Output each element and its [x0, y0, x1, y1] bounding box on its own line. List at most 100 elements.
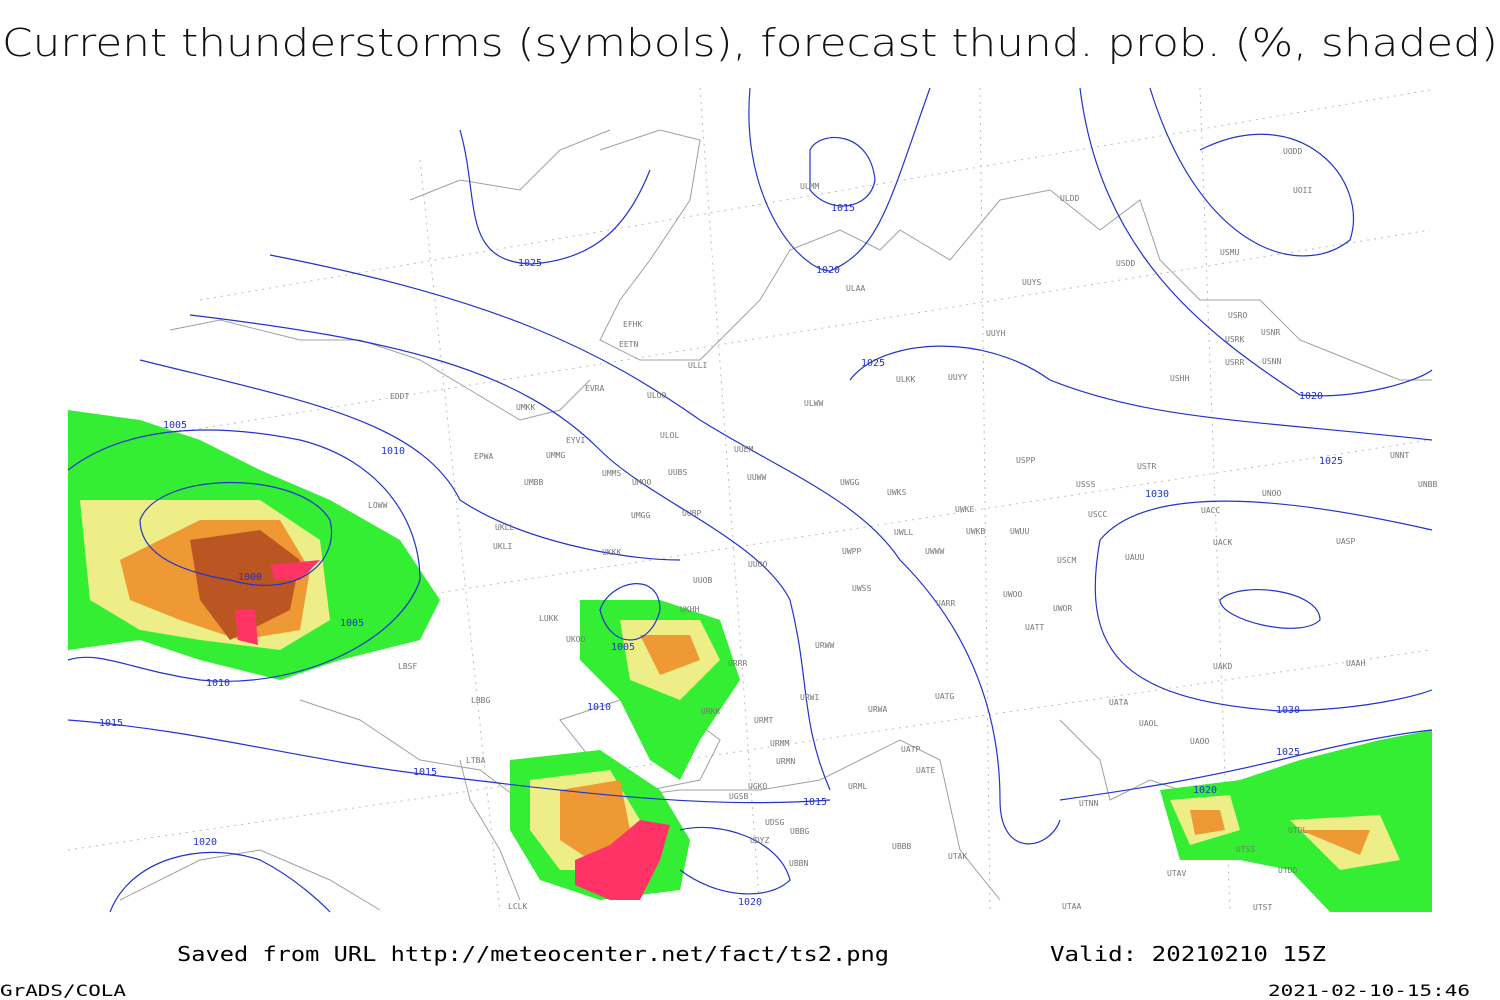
station-label: ULMM [800, 182, 819, 191]
station-label: USMU [1220, 248, 1239, 257]
station-label: URWW [815, 641, 834, 650]
station-label: UUOB [693, 576, 712, 585]
station-label: URKK [701, 707, 720, 716]
station-label: UMMG [546, 451, 565, 460]
station-label: UATG [935, 692, 954, 701]
station-label: UATT [1025, 623, 1044, 632]
isobar-label: 1015 [99, 718, 123, 729]
station-label: URWA [868, 705, 887, 714]
station-label: UASP [1336, 537, 1355, 546]
station-label: UWGG [840, 478, 859, 487]
station-label: UKLL [495, 523, 514, 532]
station-label: UAOL [1139, 719, 1158, 728]
isobar-label: 1020 [738, 897, 762, 908]
station-label: UKHH [680, 605, 699, 614]
isobar-label: 1020 [1299, 391, 1323, 402]
station-label: UATA [1109, 698, 1128, 707]
isobar-label: 1030 [1145, 489, 1169, 500]
software: GrADS/COLA [0, 981, 126, 1000]
station-label: USDD [1116, 259, 1135, 268]
timestamp: 2021-02-10-15:46 [1268, 981, 1470, 1000]
station-label: UMGG [631, 511, 650, 520]
isobar-label: 1015 [413, 767, 437, 778]
station-label: UBBG [790, 827, 809, 836]
station-label: UTAV [1167, 869, 1186, 878]
isobar-label: 1015 [803, 797, 827, 808]
station-label: UGKO [748, 782, 767, 791]
isobar-label: 1020 [816, 265, 840, 276]
station-label: UODD [1283, 147, 1302, 156]
station-label: USRO [1228, 311, 1247, 320]
station-label: URRR [728, 659, 747, 668]
station-label: UUYY [948, 373, 967, 382]
isobar-label: 1020 [1193, 785, 1217, 796]
station-label: UNBB [1418, 480, 1437, 489]
station-label: USRK [1225, 335, 1244, 344]
isobar-label: 1020 [193, 837, 217, 848]
station-label: LTBA [466, 756, 485, 765]
station-label: UTSS [1236, 845, 1255, 854]
station-label: LBBG [471, 696, 490, 705]
station-label: UUBP [682, 509, 701, 518]
station-label: UGSB [729, 792, 748, 801]
station-label: UATP [901, 745, 920, 754]
station-label: UWKB [966, 527, 985, 536]
station-label: EFHK [623, 320, 642, 329]
station-label: UMBB [524, 478, 543, 487]
station-label: UAAH [1346, 659, 1365, 668]
station-label: ULLI [688, 361, 707, 370]
station-label: UKLI [493, 542, 512, 551]
station-label: UWOO [1003, 590, 1022, 599]
station-label: UUYS [1022, 278, 1041, 287]
station-label: ULOL [660, 431, 679, 440]
station-label: UTAK [948, 852, 967, 861]
station-label: UWOR [1053, 604, 1072, 613]
station-label: UWKS [887, 488, 906, 497]
station-label: UUYH [986, 329, 1005, 338]
isobar-label: 1005 [340, 618, 364, 629]
station-label: EETN [619, 340, 638, 349]
station-label: UUOO [748, 560, 767, 569]
isobar-label: 1030 [1276, 705, 1300, 716]
station-label: USCC [1088, 510, 1107, 519]
station-label: UAKD [1213, 662, 1232, 671]
isobar-label: 1025 [1319, 456, 1343, 467]
station-label: UDYZ [750, 836, 769, 845]
station-label: UUEM [734, 445, 753, 454]
station-label: USNR [1261, 328, 1280, 337]
station-label: ULKK [896, 375, 915, 384]
isobar-label: 1000 [238, 572, 262, 583]
station-label: USHH [1170, 374, 1189, 383]
isobar-label: 1005 [611, 642, 635, 653]
station-label: UMMS [602, 469, 621, 478]
station-label: ULDD [1060, 194, 1079, 203]
title: Current thunderstorms (symbols), forecas… [2, 21, 1498, 65]
station-label: UBBN [789, 859, 808, 868]
station-label: USNN [1262, 357, 1281, 366]
station-label: EVRA [585, 384, 604, 393]
station-label: ULAA [846, 284, 865, 293]
station-label: UTDD [1278, 866, 1297, 875]
station-label: EPWA [474, 452, 493, 461]
station-label: USPP [1016, 456, 1035, 465]
station-label: UOII [1293, 186, 1312, 195]
station-label: UBBB [892, 842, 911, 851]
station-label: UTNN [1079, 799, 1098, 808]
station-label: USRR [1225, 358, 1244, 367]
isobar-label: 1010 [587, 702, 611, 713]
station-label: UNNT [1390, 451, 1409, 460]
station-label: LBSF [398, 662, 417, 671]
station-label: URML [848, 782, 867, 791]
station-label: UUWW [747, 473, 766, 482]
station-label: UWKE [955, 505, 974, 514]
station-label: ULWW [804, 399, 823, 408]
isobar-label: 1025 [861, 358, 885, 369]
isobars [67, 87, 1433, 913]
station-label: UACK [1213, 538, 1232, 547]
station-label: UWSS [852, 584, 871, 593]
station-label: LUKK [539, 614, 558, 623]
station-label: UWWW [925, 547, 944, 556]
station-label: URMT [754, 716, 773, 725]
station-label: UAUU [1125, 553, 1144, 562]
